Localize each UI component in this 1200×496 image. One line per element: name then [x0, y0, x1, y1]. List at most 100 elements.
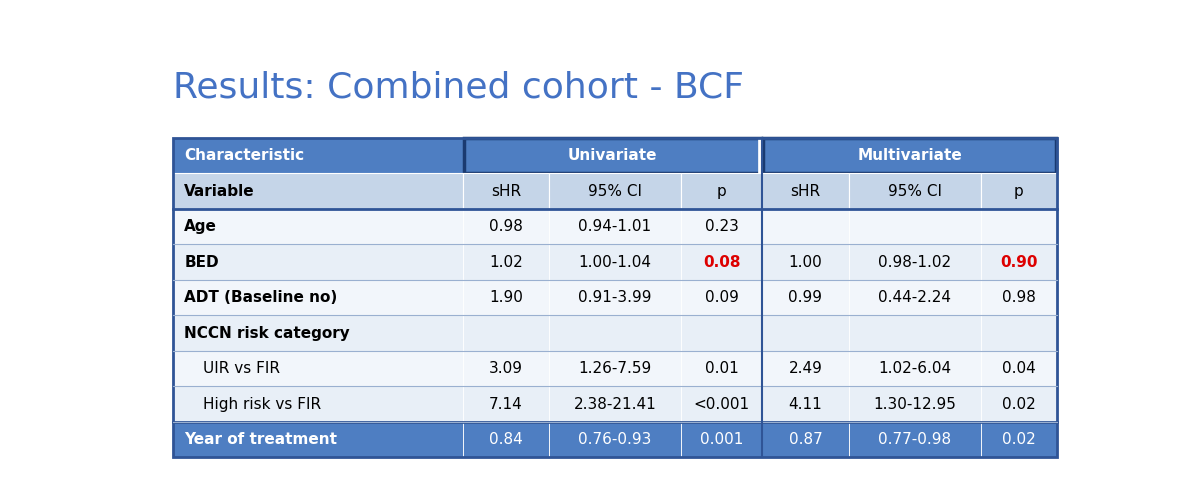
Text: 0.76-0.93: 0.76-0.93	[578, 432, 652, 447]
Bar	[762, 386, 848, 422]
Text: 0.01: 0.01	[704, 361, 738, 376]
Bar	[980, 280, 1057, 315]
Bar	[463, 315, 548, 351]
Bar	[980, 209, 1057, 245]
Text: Age: Age	[185, 219, 217, 234]
Text: 1.90: 1.90	[488, 290, 523, 305]
Bar	[548, 386, 682, 422]
Text: 95% CI: 95% CI	[588, 184, 642, 198]
Bar	[980, 351, 1057, 386]
Text: 0.04: 0.04	[1002, 361, 1036, 376]
Bar	[762, 280, 848, 315]
Bar	[848, 173, 980, 209]
Text: 0.84: 0.84	[488, 432, 523, 447]
Text: 4.11: 4.11	[788, 397, 822, 412]
Bar	[682, 315, 762, 351]
Bar	[980, 422, 1057, 457]
Text: Multivariate: Multivariate	[857, 148, 962, 163]
Text: 7.14: 7.14	[488, 397, 523, 412]
Text: 0.98: 0.98	[488, 219, 523, 234]
Bar	[980, 173, 1057, 209]
Bar	[980, 386, 1057, 422]
Text: 0.02: 0.02	[1002, 432, 1036, 447]
Bar	[762, 173, 848, 209]
Text: 2.38-21.41: 2.38-21.41	[574, 397, 656, 412]
Bar	[548, 280, 682, 315]
Bar	[682, 280, 762, 315]
Text: 3.09: 3.09	[488, 361, 523, 376]
Bar	[173, 209, 463, 245]
Text: 0.09: 0.09	[704, 290, 738, 305]
Bar	[173, 351, 463, 386]
Bar	[848, 422, 980, 457]
Bar	[173, 315, 463, 351]
Bar	[463, 386, 548, 422]
Bar	[548, 245, 682, 280]
Text: 0.94-1.01: 0.94-1.01	[578, 219, 652, 234]
Text: 0.98: 0.98	[1002, 290, 1036, 305]
Bar	[682, 351, 762, 386]
Bar	[173, 386, 463, 422]
Bar	[548, 209, 682, 245]
Bar	[682, 209, 762, 245]
Text: 0.77-0.98: 0.77-0.98	[878, 432, 952, 447]
Bar	[173, 280, 463, 315]
Text: 0.91-3.99: 0.91-3.99	[578, 290, 652, 305]
Bar	[848, 315, 980, 351]
Bar	[463, 422, 548, 457]
Bar	[548, 351, 682, 386]
Bar	[173, 173, 463, 209]
Bar	[762, 351, 848, 386]
Text: sHR: sHR	[491, 184, 521, 198]
Text: p: p	[1014, 184, 1024, 198]
Bar	[173, 138, 463, 173]
Text: p: p	[716, 184, 726, 198]
Bar	[762, 245, 848, 280]
Bar	[463, 280, 548, 315]
Bar	[762, 422, 848, 457]
Text: 0.02: 0.02	[1002, 397, 1036, 412]
Bar	[762, 315, 848, 351]
Bar	[548, 422, 682, 457]
Text: 1.26-7.59: 1.26-7.59	[578, 361, 652, 376]
Text: 0.99: 0.99	[788, 290, 822, 305]
Bar	[682, 386, 762, 422]
Bar	[762, 209, 848, 245]
Text: High risk vs FIR: High risk vs FIR	[203, 397, 322, 412]
Bar	[463, 245, 548, 280]
Bar	[980, 245, 1057, 280]
Text: 0.87: 0.87	[788, 432, 822, 447]
Text: BED: BED	[185, 254, 220, 270]
Text: 0.23: 0.23	[704, 219, 738, 234]
Text: 0.98-1.02: 0.98-1.02	[878, 254, 952, 270]
Text: UIR vs FIR: UIR vs FIR	[203, 361, 280, 376]
Bar	[548, 173, 682, 209]
Bar	[762, 138, 1057, 173]
Text: 0.001: 0.001	[700, 432, 743, 447]
Bar	[463, 138, 762, 173]
Bar	[848, 351, 980, 386]
Text: 0.44-2.24: 0.44-2.24	[878, 290, 952, 305]
Text: Characteristic: Characteristic	[185, 148, 305, 163]
Bar	[848, 280, 980, 315]
Text: 2.49: 2.49	[788, 361, 822, 376]
Text: sHR: sHR	[791, 184, 821, 198]
Bar	[682, 422, 762, 457]
Text: Univariate: Univariate	[568, 148, 658, 163]
Text: Results: Combined cohort - BCF: Results: Combined cohort - BCF	[173, 71, 744, 105]
Bar	[463, 209, 548, 245]
Text: Variable: Variable	[185, 184, 256, 198]
Bar	[548, 315, 682, 351]
Text: 0.90: 0.90	[1000, 254, 1038, 270]
Bar	[848, 245, 980, 280]
Text: <0.001: <0.001	[694, 397, 750, 412]
Bar	[463, 173, 548, 209]
Bar	[848, 209, 980, 245]
Bar	[463, 351, 548, 386]
Text: 1.30-12.95: 1.30-12.95	[874, 397, 956, 412]
Text: 95% CI: 95% CI	[888, 184, 942, 198]
Bar	[848, 386, 980, 422]
Text: 1.02: 1.02	[488, 254, 523, 270]
Bar	[173, 245, 463, 280]
Bar	[173, 422, 463, 457]
